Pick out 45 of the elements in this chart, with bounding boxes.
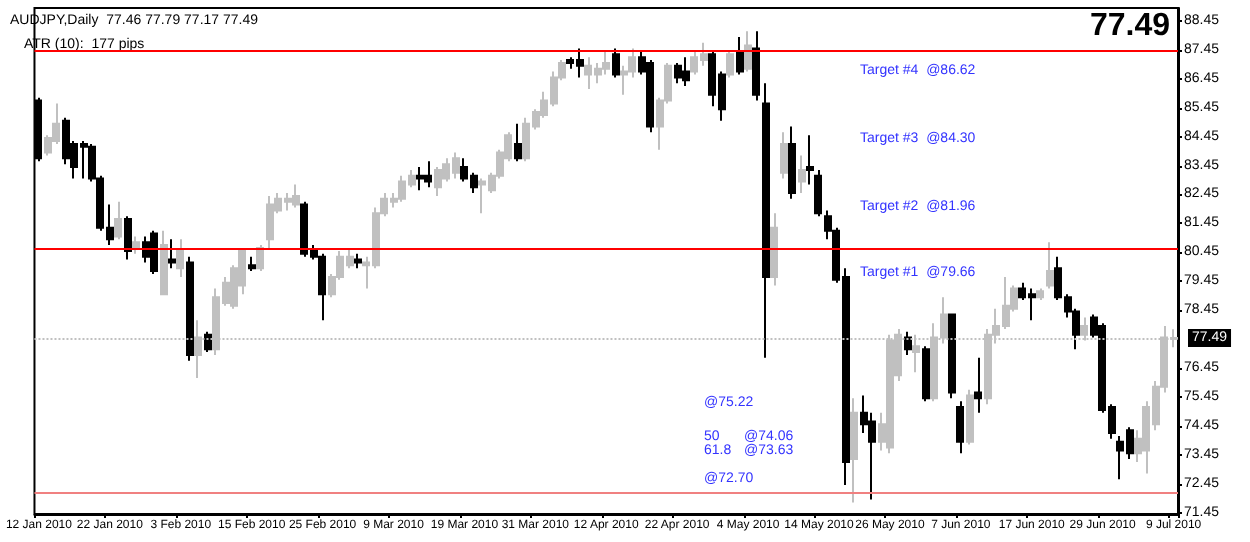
candlestick (744, 30, 752, 73)
candlestick (124, 215, 132, 261)
candlestick (752, 30, 760, 102)
candlestick (682, 56, 690, 88)
candlestick (726, 50, 734, 79)
candlestick (948, 313, 956, 400)
candlestick (114, 200, 122, 241)
candlestick (966, 388, 974, 446)
candlestick (646, 59, 654, 134)
candlestick (1036, 287, 1044, 302)
candlestick (974, 356, 982, 414)
candlestick (922, 345, 930, 403)
candlestick (770, 212, 778, 287)
candlestick (1046, 241, 1054, 290)
candlestick (956, 400, 964, 455)
candlestick (514, 122, 522, 163)
annotation: 77.49 (1089, 9, 1171, 43)
candlestick (850, 397, 858, 504)
candlestick (612, 47, 620, 79)
candlestick (354, 252, 362, 270)
candlestick (248, 255, 256, 273)
candlestick (176, 238, 184, 278)
candlestick (168, 238, 176, 270)
candlestick (602, 50, 610, 76)
candlestick (160, 229, 168, 296)
candlestick (204, 330, 212, 354)
candlestick (788, 125, 796, 200)
candlestick (150, 229, 158, 276)
candlestick (806, 134, 814, 186)
candlestick (674, 61, 682, 85)
candlestick (798, 154, 806, 195)
candlestick (780, 131, 788, 180)
candlestick (814, 168, 822, 218)
candlestick (736, 35, 744, 76)
candlestick (266, 194, 274, 249)
candlestick (424, 160, 432, 189)
candlestick (416, 166, 424, 192)
candlestick (318, 252, 326, 322)
candlestick (762, 82, 770, 359)
candlestick (132, 235, 140, 255)
candlestick (434, 166, 442, 197)
candlestick (186, 255, 194, 362)
candlestick (256, 244, 264, 273)
candlestick (904, 330, 912, 356)
candlestick (292, 183, 300, 209)
